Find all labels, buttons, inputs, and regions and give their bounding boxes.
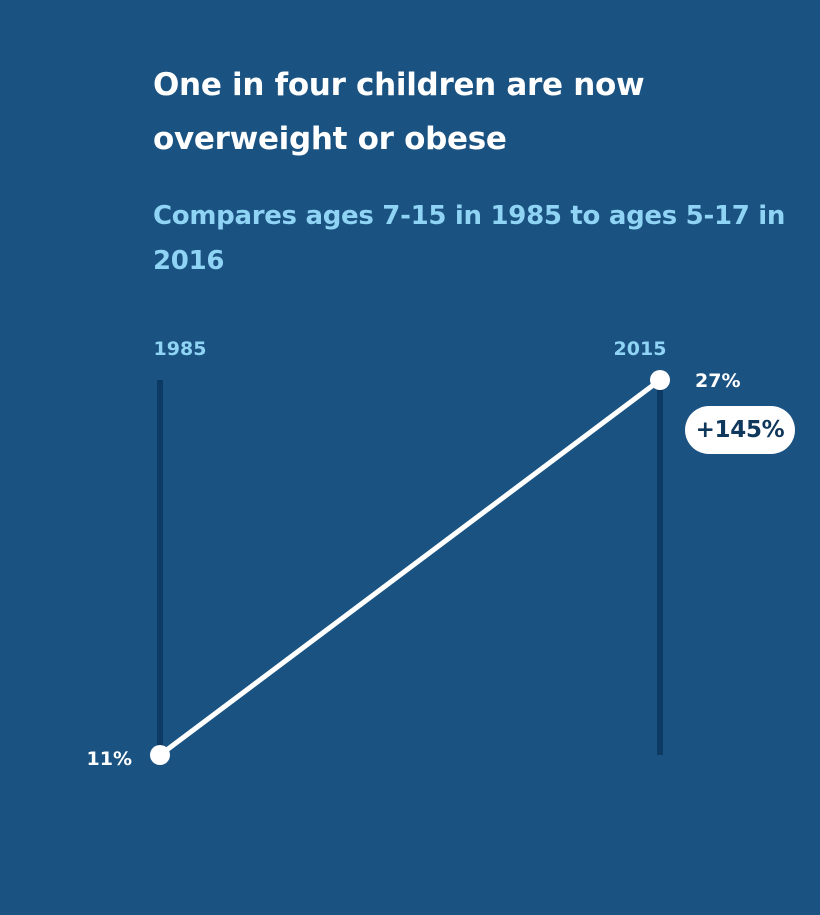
data-point-1985	[150, 745, 170, 765]
percent-change-badge: +145%	[685, 406, 795, 454]
series-line	[157, 377, 663, 758]
value-label-2015: 27%	[695, 370, 740, 392]
year-label-2015: 2015	[614, 338, 667, 360]
year-label-1985: 1985	[154, 338, 207, 360]
data-point-2015	[650, 370, 670, 390]
chart-title: One in four children are now overweight …	[153, 67, 645, 157]
value-label-1985: 11%	[87, 748, 132, 770]
chart-subtitle: Compares ages 7-15 in 1985 to ages 5-17 …	[153, 201, 786, 276]
